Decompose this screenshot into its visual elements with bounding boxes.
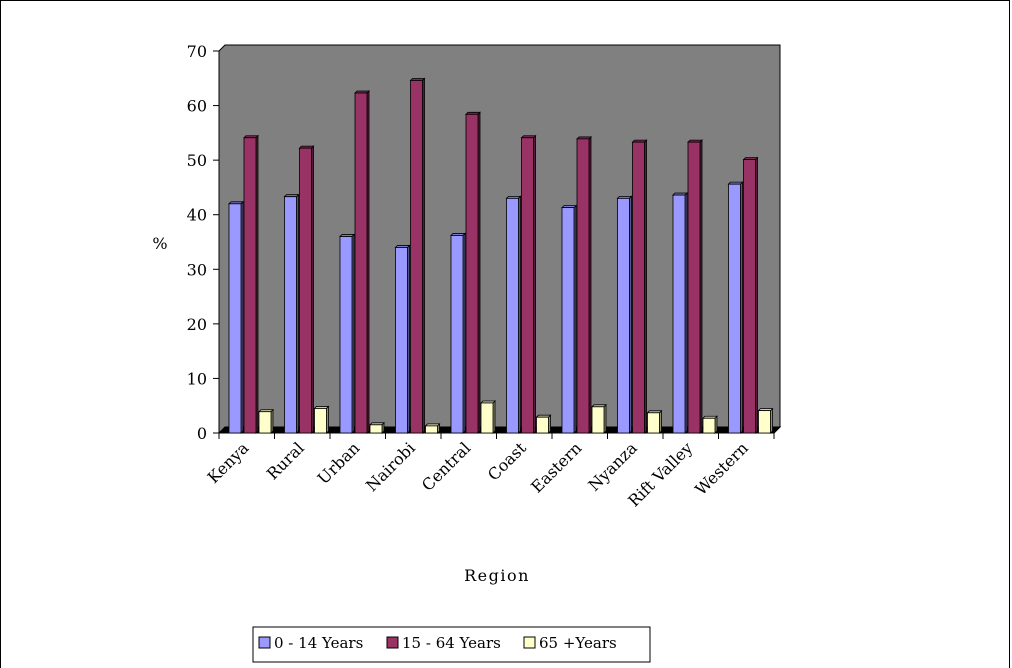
bar (450, 232, 466, 434)
bar (576, 135, 592, 434)
bar (313, 405, 330, 434)
bar (465, 111, 481, 434)
bar (228, 200, 244, 434)
x-tick-label: Central (418, 438, 474, 494)
bar (369, 421, 385, 434)
bar (258, 408, 274, 434)
legend-swatch (386, 636, 399, 649)
bar (702, 415, 718, 434)
legend-label: 65 +Years (539, 634, 617, 652)
bar (631, 139, 648, 434)
x-tick-label: Urban (314, 438, 364, 488)
bar (424, 422, 441, 434)
bar (354, 90, 370, 434)
y-tick-label: 40 (187, 206, 207, 225)
bar (535, 414, 552, 434)
bar (505, 195, 522, 434)
legend-swatch (523, 636, 536, 649)
y-tick-label: 60 (187, 97, 207, 116)
bar (298, 145, 315, 434)
bar (687, 139, 703, 434)
bar (561, 204, 577, 434)
x-tick-label: Kenya (204, 438, 253, 487)
x-tick-label: Western (691, 438, 752, 499)
bar (591, 403, 607, 434)
bar (646, 409, 663, 434)
x-tick-label: Rural (263, 438, 308, 483)
bar (243, 134, 259, 434)
bar (480, 400, 496, 434)
y-axis-title: % (152, 234, 167, 253)
bar-series-group (228, 77, 774, 434)
legend-label: 0 - 14 Years (274, 634, 363, 652)
bar (727, 181, 744, 434)
bar (757, 407, 774, 434)
y-axis-ticks: 0 10 20 30 40 50 60 70 (187, 42, 219, 443)
bar (520, 134, 537, 434)
y-tick-label: 20 (187, 315, 207, 334)
y-tick-label: 30 (187, 260, 207, 279)
x-axis-title: Region (464, 566, 530, 585)
legend-box (252, 626, 651, 663)
y-tick-label: 50 (187, 151, 207, 170)
bar (616, 195, 633, 434)
legend-swatch (258, 636, 271, 649)
bar (742, 156, 759, 434)
bar (409, 77, 426, 434)
bar (339, 233, 355, 434)
x-tick-label: Coast (484, 438, 530, 484)
bar (672, 192, 688, 434)
x-tick-label: Eastern (527, 438, 585, 496)
y-tick-label: 10 (187, 369, 207, 388)
legend-label: 15 - 64 Years (402, 634, 501, 652)
x-tick-label: Nyanza (584, 438, 641, 495)
bar (283, 193, 300, 434)
legend: 0 - 14 Years 15 - 64 Years 65 +Years (252, 626, 651, 663)
bar (394, 244, 411, 434)
y-tick-label: 0 (197, 424, 207, 443)
y-tick-label: 70 (187, 42, 207, 61)
x-tick-label: Nairobi (362, 438, 419, 495)
